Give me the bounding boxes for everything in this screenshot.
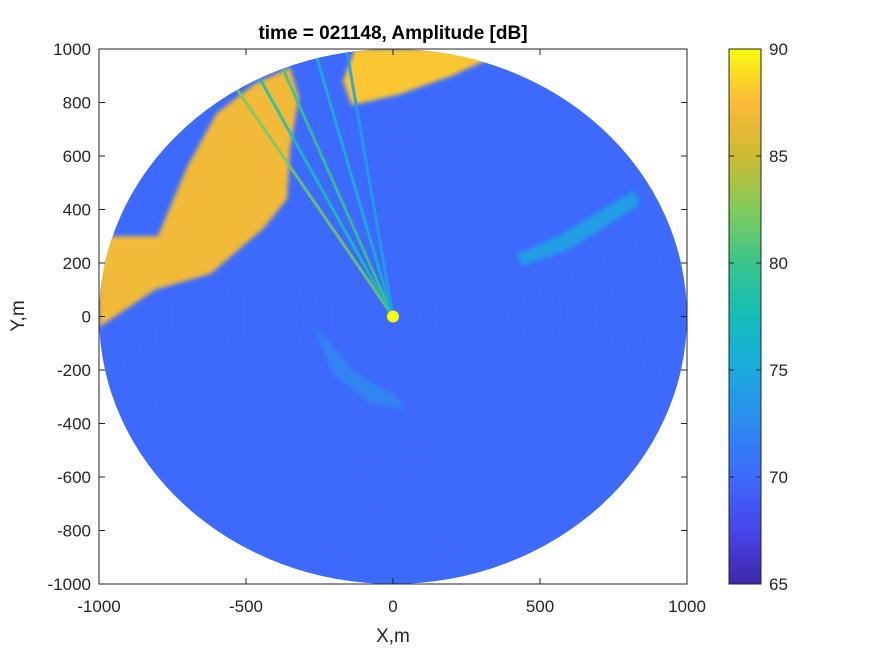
range-ring xyxy=(348,275,438,358)
range-ring xyxy=(154,99,632,534)
x-tick-label: -1000 xyxy=(77,597,120,616)
colorbar-tick-label: 80 xyxy=(769,254,788,273)
chart-title: time = 021148, Amplitude [dB] xyxy=(258,23,527,44)
y-tick-label: 600 xyxy=(63,147,91,166)
range-ring xyxy=(313,243,473,390)
y-tick-label: 200 xyxy=(63,254,91,273)
echo-region-1 xyxy=(343,49,488,106)
colorbar-ticks: 65 70 75 80 85 90 xyxy=(729,40,788,594)
echo-ray-4 xyxy=(345,52,395,317)
echo-region-2 xyxy=(313,327,405,411)
range-ring xyxy=(207,147,579,486)
range-ring xyxy=(277,211,509,422)
axes: -1000 -500 0 500 1000 -1000 -800 -600 -400 -200 0 2… xyxy=(48,40,706,616)
echo-ray-3 xyxy=(315,57,395,317)
range-ring xyxy=(172,115,614,518)
colorbar xyxy=(728,48,762,585)
y-tick-label: -400 xyxy=(57,415,91,434)
range-ring xyxy=(242,179,544,454)
echo-ray-1 xyxy=(258,77,395,318)
y-tick-label: 800 xyxy=(63,94,91,113)
y-axis-label: Y,m xyxy=(8,300,29,331)
x-tick-label: -500 xyxy=(229,597,263,616)
y-tick-label: 1000 xyxy=(53,40,91,59)
echo-region-3 xyxy=(516,190,640,266)
range-ring xyxy=(189,131,597,502)
y-tick-label: -800 xyxy=(57,522,91,541)
y-tick-label: -1000 xyxy=(48,575,91,594)
radar-image xyxy=(99,49,687,584)
x-axis-label: X,m xyxy=(376,626,410,647)
range-ring xyxy=(225,163,561,470)
colorbar-tick-label: 70 xyxy=(769,468,788,487)
colorbar-tick-label: 75 xyxy=(769,361,788,380)
x-tick-label: 1000 xyxy=(668,597,706,616)
y-tick-label: -600 xyxy=(57,468,91,487)
y-tick-label: 400 xyxy=(63,201,91,220)
echo-ray-2 xyxy=(281,67,395,318)
echo-region-0 xyxy=(99,67,299,328)
echo-ray-0 xyxy=(235,88,395,318)
colorbar-tick-label: 65 xyxy=(769,575,788,594)
x-tick-label: 500 xyxy=(526,597,554,616)
range-ring xyxy=(260,195,526,438)
y-tick-label: 0 xyxy=(82,308,91,327)
y-tick-label: -200 xyxy=(57,361,91,380)
range-ring xyxy=(366,292,420,341)
colorbar-tick-label: 90 xyxy=(769,40,788,59)
colorbar-tick-label: 85 xyxy=(769,147,788,166)
radar-origin xyxy=(387,310,399,323)
x-tick-label: 0 xyxy=(388,597,397,616)
range-ring xyxy=(330,259,456,374)
